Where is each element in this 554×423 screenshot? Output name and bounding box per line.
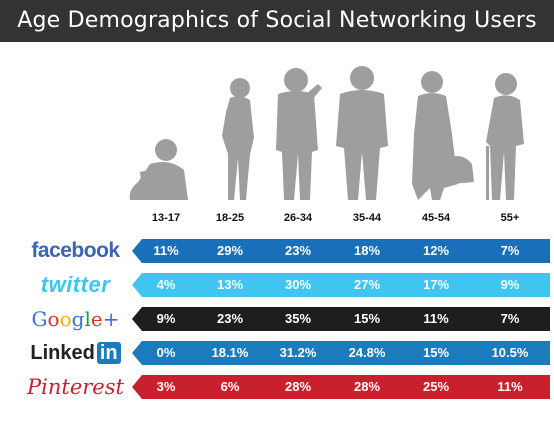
facebook-value-55-plus: 7% xyxy=(500,243,520,258)
google-plus-value-35-44: 15% xyxy=(353,311,381,326)
pinterest-band xyxy=(132,375,550,399)
age-label-26-34: 26-34 xyxy=(283,212,313,224)
facebook-band xyxy=(132,239,550,263)
chart-title: Age Demographics of Social Networking Us… xyxy=(17,8,537,33)
senior-silhouette-icon xyxy=(486,73,524,200)
linkedin-value-45-54: 15% xyxy=(422,345,450,360)
facebook-value-13-17: 11% xyxy=(153,243,179,258)
adult-silhouette-icon xyxy=(276,68,322,200)
facebook-value-26-34: 23% xyxy=(284,243,312,258)
pinterest-value-13-17: 3% xyxy=(156,379,176,394)
facebook-value-18-25: 29% xyxy=(216,243,244,258)
pinterest-logo: Pinterest xyxy=(27,375,124,399)
linkedin-value-55-plus: 10.5% xyxy=(491,345,529,360)
facebook-logo: facebook xyxy=(31,239,120,262)
google-plus-band xyxy=(132,307,550,331)
age-label-55-plus: 55+ xyxy=(500,212,520,224)
facebook-value-45-54: 12% xyxy=(422,243,450,258)
age-silhouettes-illustration xyxy=(129,66,524,200)
age-label-13-17: 13-17 xyxy=(151,212,181,224)
pinterest-value-35-44: 28% xyxy=(353,379,381,394)
google-letter: e xyxy=(90,307,103,331)
google-letter: o xyxy=(47,307,60,331)
twitter-value-35-44: 27% xyxy=(353,277,381,292)
google-letter: G xyxy=(31,307,48,331)
pinterest-value-45-54: 25% xyxy=(422,379,450,394)
linkedin-value-26-34: 31.2% xyxy=(279,345,317,360)
google-letter: l xyxy=(84,307,91,331)
twitter-value-18-25: 13% xyxy=(216,277,244,292)
linkedin-value-18-25: 18.1% xyxy=(211,345,249,360)
row-linkedin: Linked in 0% 18.1% 31.2% 24.8% 15% 10.5% xyxy=(0,340,554,366)
young-adult-silhouette-icon xyxy=(222,78,254,200)
middle-age-silhouette-icon xyxy=(336,66,388,200)
google-plus-value-26-34: 35% xyxy=(284,311,312,326)
twitter-value-26-34: 30% xyxy=(284,277,312,292)
title-bar xyxy=(0,0,554,42)
pinterest-value-18-25: 6% xyxy=(220,379,240,394)
google-plus-sign: + xyxy=(102,307,120,331)
age-label-18-25: 18-25 xyxy=(215,212,245,224)
linkedin-band xyxy=(132,341,550,365)
age-label-35-44: 35-44 xyxy=(352,212,382,224)
linkedin-logo-text: Linked xyxy=(30,341,95,364)
linkedin-logo: Linked in xyxy=(18,340,133,366)
older-adult-silhouette-icon xyxy=(412,71,474,200)
google-plus-value-18-25: 23% xyxy=(216,311,244,326)
google-letter: o xyxy=(59,307,72,331)
teen-silhouette-icon xyxy=(129,139,188,200)
age-group-labels: 13-17 18-25 26-34 35-44 45-54 55+ xyxy=(0,212,554,228)
pinterest-value-55-plus: 11% xyxy=(497,379,523,394)
linkedin-logo-box: in xyxy=(96,342,121,364)
twitter-band xyxy=(132,273,550,297)
linkedin-value-35-44: 24.8% xyxy=(348,345,386,360)
twitter-value-55-plus: 9% xyxy=(500,277,520,292)
row-facebook: facebook 11% 29% 23% 18% 12% 7% xyxy=(0,238,554,264)
row-twitter: twitter 4% 13% 30% 27% 17% 9% xyxy=(0,272,554,298)
google-letter: g xyxy=(71,307,85,331)
linkedin-value-13-17: 0% xyxy=(156,345,176,360)
pinterest-value-26-34: 28% xyxy=(284,379,312,394)
google-plus-value-45-54: 11% xyxy=(423,311,449,326)
twitter-logo: twitter xyxy=(40,272,111,297)
google-plus-value-55-plus: 7% xyxy=(500,311,520,326)
google-plus-value-13-17: 9% xyxy=(156,311,176,326)
facebook-value-35-44: 18% xyxy=(353,243,381,258)
twitter-value-13-17: 4% xyxy=(156,277,176,292)
age-label-45-54: 45-54 xyxy=(421,212,451,224)
row-pinterest: Pinterest 3% 6% 28% 28% 25% 11% xyxy=(0,374,554,400)
twitter-value-45-54: 17% xyxy=(422,277,450,292)
